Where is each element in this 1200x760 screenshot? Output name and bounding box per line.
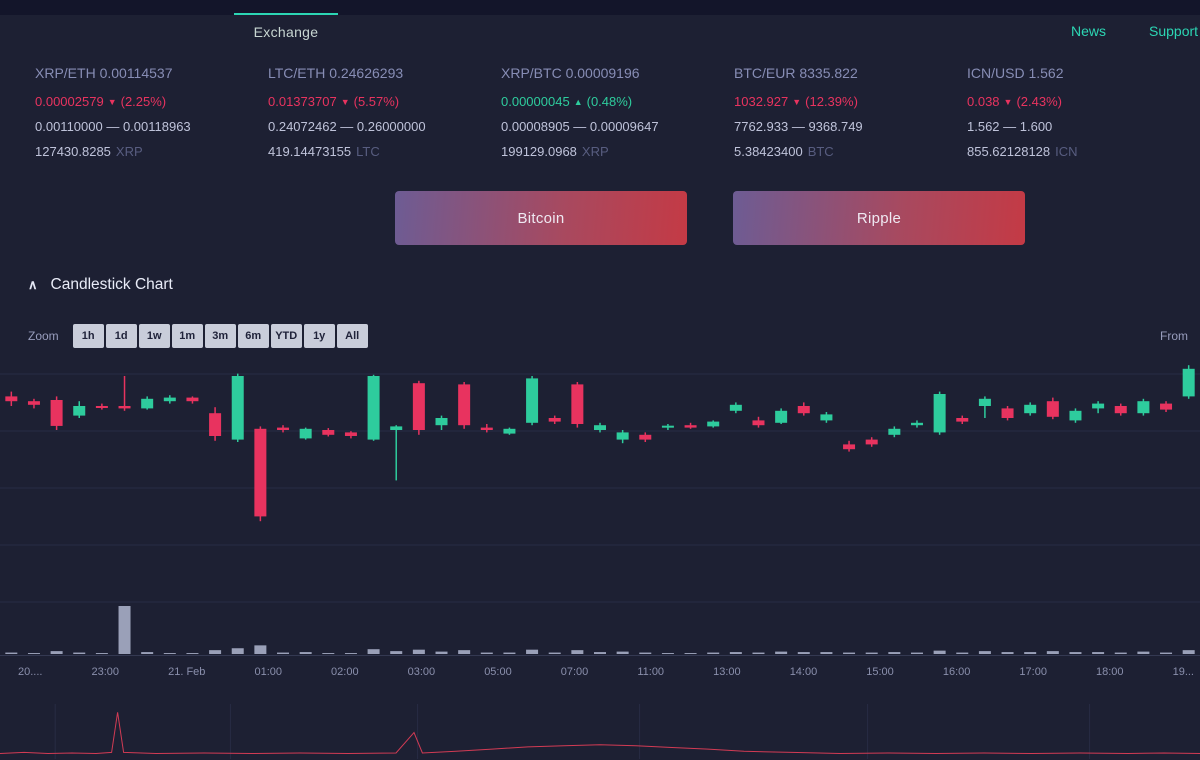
down-arrow-icon: ▼ <box>1003 97 1013 107</box>
x-axis-label: 20.... <box>18 666 43 678</box>
x-axis-label: 03:00 <box>407 666 436 678</box>
candlestick-plot[interactable] <box>0 358 1200 658</box>
x-axis-label: 14:00 <box>789 666 818 678</box>
ticker-pair-title: ICN/USD 1.562 <box>967 65 1064 81</box>
ticker-volume-unit: XRP <box>115 144 143 159</box>
ticker-change-percent: (5.57%) <box>353 94 400 109</box>
ticker-volume: 5.38423400 BTC <box>734 144 967 159</box>
ticker-range: 1.562 — 1.600 <box>967 119 1053 134</box>
nav-support[interactable]: Support <box>1149 23 1199 39</box>
ticker-change-percent: (0.48%) <box>586 94 633 109</box>
x-axis-label: 13:00 <box>713 666 741 678</box>
ticker-volume-value: 855.62128128 <box>967 144 1051 159</box>
zoom-button-1d[interactable]: 1d <box>105 324 137 348</box>
tab-exchange[interactable]: Exchange <box>253 24 319 40</box>
x-axis-label: 05:00 <box>484 666 512 678</box>
x-axis-label: 01:00 <box>254 666 282 678</box>
section-title: Candlestick Chart <box>50 276 173 293</box>
bitcoin-button[interactable]: Bitcoin <box>395 191 687 245</box>
zoom-button-3m[interactable]: 3m <box>204 324 236 348</box>
range-selector: Zoom 1h 1d 1w 1m 3m 6m YTD 1y All From <box>28 324 1188 348</box>
ticker-change-value: 0.01373707 <box>268 94 337 109</box>
zoom-buttons: 1h 1d 1w 1m 3m 6m YTD 1y All <box>72 324 370 348</box>
ticker-volume-unit: LTC <box>356 144 380 159</box>
x-axis-label: 02:00 <box>331 666 359 678</box>
down-arrow-icon: ▼ <box>792 97 802 107</box>
zoom-button-all[interactable]: All <box>336 324 368 348</box>
ticker-pair-1[interactable]: LTC/ETH 0.24626293 0.01373707 ▼ (5.57%) 0.24… <box>268 65 501 159</box>
ticker-volume-unit: XRP <box>581 144 609 159</box>
ticker-volume-value: 127430.8285 <box>35 144 111 159</box>
ticker-change-percent: (2.25%) <box>120 94 167 109</box>
chart-section-header: ∧ Candlestick Chart <box>28 276 173 294</box>
ticker-change: 0.01373707 ▼ (5.57%) <box>268 94 501 109</box>
ripple-button[interactable]: Ripple <box>733 191 1025 245</box>
x-axis-label: 16:00 <box>942 666 971 678</box>
ticker-change-value: 0.00000045 <box>501 94 570 109</box>
ticker-volume-value: 5.38423400 <box>734 144 803 159</box>
ticker-range: 0.24072462 — 0.26000000 <box>268 119 426 134</box>
tab-active-indicator <box>234 13 338 15</box>
down-arrow-icon: ▼ <box>340 97 350 107</box>
ticker-change: 0.00000045 ▲ (0.48%) <box>501 94 734 109</box>
ticker-change-percent: (12.39%) <box>805 94 858 109</box>
ticker-pair-title: XRP/ETH 0.00114537 <box>35 65 173 81</box>
ticker-pair-title: LTC/ETH 0.24626293 <box>268 65 404 81</box>
x-axis-label: 18:00 <box>1096 666 1124 678</box>
nav-news[interactable]: News <box>1071 23 1107 39</box>
zoom-label: Zoom <box>28 329 59 343</box>
ticker-change-value: 1032.927 <box>734 94 789 109</box>
x-axis-label: 23:00 <box>91 666 120 678</box>
ticker-change: 1032.927 ▼ (12.39%) <box>734 94 967 109</box>
top-bar <box>0 0 1200 15</box>
ticker-volume-value: 419.14473155 <box>268 144 352 159</box>
ticker-pair-4[interactable]: ICN/USD 1.562 0.038 ▼ (2.43%) 1.562 — 1.600 8… <box>967 65 1200 159</box>
ticker-volume: 419.14473155 LTC <box>268 144 501 159</box>
ticker-change-percent: (2.43%) <box>1016 94 1062 109</box>
x-axis-label: 11:00 <box>637 666 665 678</box>
ticker-range: 7762.933 — 9368.749 <box>734 119 863 134</box>
zoom-button-1h[interactable]: 1h <box>72 324 104 348</box>
zoom-button-1m[interactable]: 1m <box>171 324 203 348</box>
ticker-pair-0[interactable]: XRP/ETH 0.00114537 0.00002579 ▼ (2.25%) 0.00… <box>35 65 268 159</box>
zoom-button-1w[interactable]: 1w <box>138 324 170 348</box>
ticker-pair-2[interactable]: XRP/BTC 0.00009196 0.00000045 ▲ (0.48%) 0.00… <box>501 65 734 159</box>
ticker-volume: 855.62128128 ICN <box>967 144 1200 159</box>
ticker-range: 0.00110000 — 0.00118963 <box>35 119 191 134</box>
x-axis-label: 07:00 <box>560 666 589 678</box>
ticker-volume-unit: ICN <box>1055 144 1078 159</box>
ticker-change-value: 0.00002579 <box>35 94 104 109</box>
x-axis-label: 15:00 <box>866 666 894 678</box>
ticker-pair-3[interactable]: BTC/EUR 8335.822 1032.927 ▼ (12.39%) 7762.93… <box>734 65 967 159</box>
up-arrow-icon: ▲ <box>573 97 583 107</box>
zoom-button-ytd[interactable]: YTD <box>270 324 302 348</box>
ticker-pair-title: XRP/BTC 0.00009196 <box>501 65 640 81</box>
down-arrow-icon: ▼ <box>107 97 117 107</box>
zoom-button-1y[interactable]: 1y <box>303 324 335 348</box>
navigator-plot[interactable] <box>0 704 1200 759</box>
ticker-volume: 127430.8285 XRP <box>35 144 268 159</box>
ticker-volume-value: 199129.0968 <box>501 144 577 159</box>
ticker-change-value: 0.038 <box>967 94 1000 109</box>
ticker-row: XRP/ETH 0.00114537 0.00002579 ▼ (2.25%) 0.00… <box>35 65 1200 159</box>
x-axis-label: 17:00 <box>1019 666 1047 678</box>
ticker-volume: 199129.0968 XRP <box>501 144 734 159</box>
ticker-change: 0.00002579 ▼ (2.25%) <box>35 94 268 109</box>
ticker-range: 0.00008905 — 0.00009647 <box>501 119 659 134</box>
x-axis-labels: 20.... 23:00 21. Feb 01:00 02:00 03:00 05:00 07… <box>18 666 1194 678</box>
collapse-icon[interactable]: ∧ <box>28 277 38 292</box>
from-label: From <box>1160 329 1188 343</box>
ticker-volume-unit: BTC <box>807 144 834 159</box>
x-axis-label: 19... <box>1172 666 1194 678</box>
zoom-button-6m[interactable]: 6m <box>237 324 269 348</box>
x-axis-label: 21. Feb <box>168 666 206 678</box>
ticker-change: 0.038 ▼ (2.43%) <box>967 94 1200 109</box>
ticker-pair-title: BTC/EUR 8335.822 <box>734 65 858 81</box>
